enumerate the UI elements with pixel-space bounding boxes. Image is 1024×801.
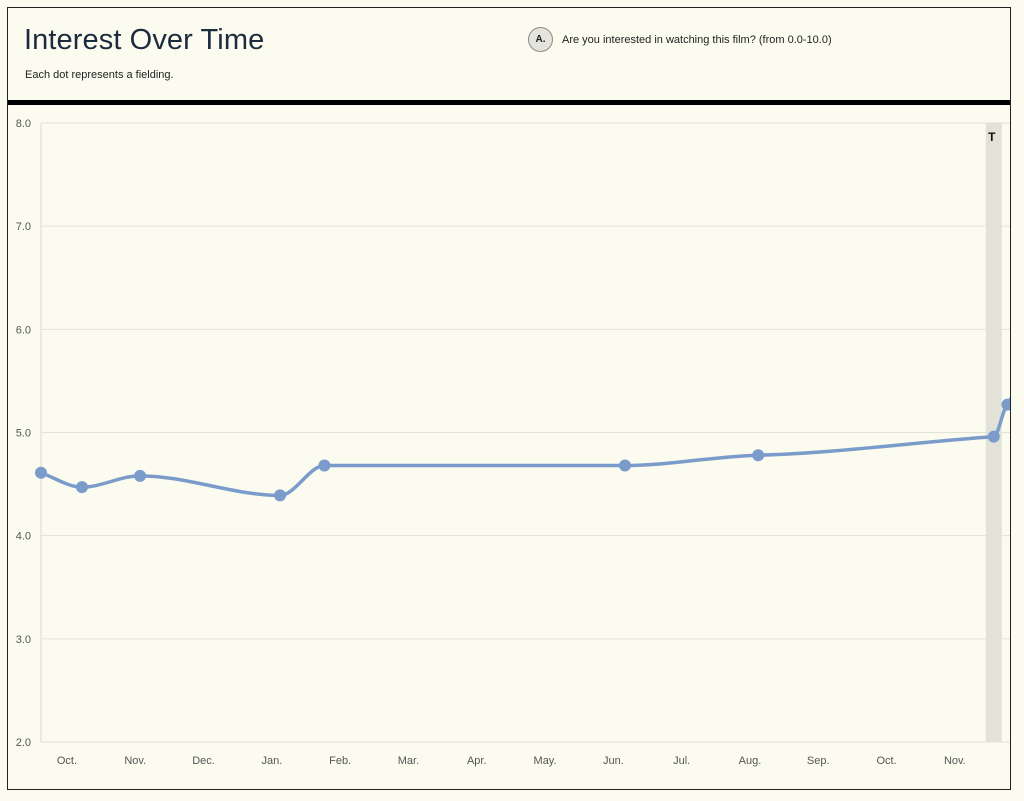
x-tick-label: May.	[534, 755, 557, 767]
y-tick-label: 2.0	[16, 737, 31, 749]
series-line	[39, 396, 1010, 498]
x-tick-label: Mar.	[398, 755, 419, 767]
x-tick-label: Nov.	[124, 755, 146, 767]
x-tick-label: Nov.	[944, 755, 966, 767]
y-tick-label: 6.0	[16, 324, 31, 336]
line-chart: 2.0 3.0 4.0 5.0 6.0 7.0 8.0 Oct. Nov. Dec. Jan. Feb…	[8, 105, 1010, 789]
x-tick-label: Dec.	[192, 755, 215, 767]
question-text: Are you interested in watching this film…	[562, 33, 832, 46]
x-tick-label: Sep.	[807, 755, 830, 767]
data-point[interactable]	[274, 489, 287, 502]
data-point[interactable]	[987, 430, 1000, 443]
data-point[interactable]	[75, 481, 88, 494]
x-tick-label: Feb.	[329, 755, 351, 767]
x-tick-label: Oct.	[876, 755, 896, 767]
data-point[interactable]	[618, 459, 631, 472]
header-divider	[8, 100, 1010, 105]
chart-frame: Interest Over Time Each dot represents a…	[7, 7, 1011, 790]
x-tick-label: Jun.	[603, 755, 624, 767]
y-tick-label: 7.0	[16, 221, 31, 233]
data-point[interactable]	[752, 449, 765, 462]
x-tick-label: Oct.	[57, 755, 77, 767]
y-tick-label: 8.0	[16, 118, 31, 130]
chart-subtitle: Each dot represents a fielding.	[25, 69, 174, 81]
y-tick-label: 4.0	[16, 531, 31, 543]
data-point[interactable]	[1001, 398, 1010, 411]
data-point[interactable]	[318, 459, 331, 472]
y-tick-label: 3.0	[16, 634, 31, 646]
x-tick-label: Jan.	[261, 755, 282, 767]
x-tick-label: Apr.	[467, 755, 487, 767]
question-badge: A.	[528, 27, 553, 52]
y-tick-label: 5.0	[16, 428, 31, 440]
data-point[interactable]	[35, 466, 47, 479]
data-point[interactable]	[134, 469, 147, 482]
x-tick-label: Jul.	[673, 755, 690, 767]
chart-header: Interest Over Time Each dot represents a…	[8, 8, 1010, 100]
line-chart-svg: 2.0 3.0 4.0 5.0 6.0 7.0 8.0 Oct. Nov. Dec. Jan. Feb…	[16, 118, 1010, 767]
chart-title: Interest Over Time	[24, 24, 265, 56]
x-tick-label: Aug.	[739, 755, 762, 767]
annotation-label: T	[988, 130, 996, 144]
question-legend: A. Are you interested in watching this f…	[528, 27, 832, 52]
